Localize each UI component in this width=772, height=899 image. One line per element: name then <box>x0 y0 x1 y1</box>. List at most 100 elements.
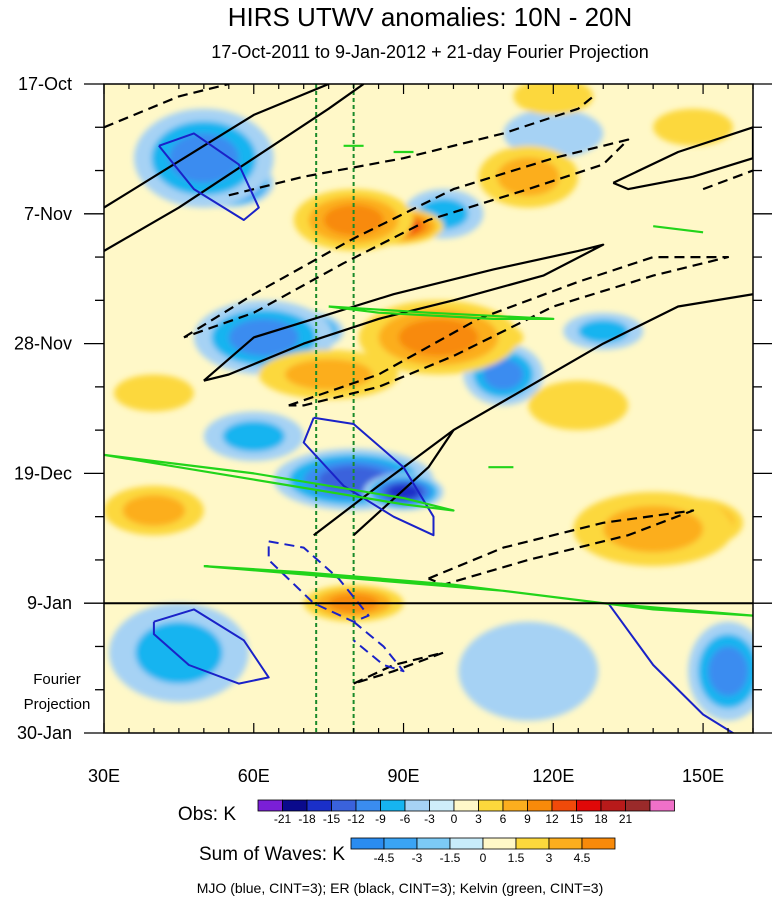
y-tick-label: 19-Dec <box>14 463 72 483</box>
obs-colorbar-level-label: -15 <box>323 812 341 826</box>
er-contour-5 <box>612 126 753 191</box>
waves-colorbar-swatch <box>515 837 550 850</box>
waves-colorbar-swatch <box>482 837 517 850</box>
y-tick-label: 28-Nov <box>14 334 72 354</box>
obs-colorbar-swatch <box>600 799 626 812</box>
obs-colorbar-level-label: 0 <box>451 812 458 826</box>
obs-colorbar-swatch <box>576 799 602 812</box>
obs-colorbar-swatch <box>282 799 308 812</box>
waves-colorbar-level-label: -4.5 <box>374 851 395 865</box>
kelvin-contour-1 <box>203 565 753 617</box>
waves-colorbar-level-label: 1.5 <box>508 851 525 865</box>
reference-lines <box>315 84 355 733</box>
anomaly-blob-22-level-1 <box>513 84 594 115</box>
obs-colorbar: -21 -18 -15 -12 -9 -6 -3 0 3 6 9 12 15 18 21 <box>257 799 675 826</box>
projection-label-line2: Projection <box>24 696 91 713</box>
obs-colorbar-swatch <box>380 799 406 812</box>
x-axis: 30E 60E 90E 120E 150E <box>88 84 754 786</box>
plot-area <box>104 84 753 733</box>
kelvin-contour-2 <box>328 305 555 320</box>
mjo-contour-1 <box>302 416 435 537</box>
waves-colorbar: -4.5 -3 -1.5 0 1.5 3 4.5 <box>350 837 616 865</box>
waves-colorbar-swatch <box>548 837 583 850</box>
obs-colorbar-swatch <box>478 799 504 812</box>
obs-colorbar-swatch <box>257 799 283 812</box>
obs-colorbar-level-label: -9 <box>375 812 386 826</box>
x-tick-label: 60E <box>238 766 270 786</box>
obs-colorbar-swatch <box>649 799 675 812</box>
er-contour-3 <box>313 293 753 537</box>
waves-colorbar-swatch <box>581 837 616 850</box>
x-tick-label: 150E <box>682 766 724 786</box>
waves-colorbar-swatch <box>416 837 451 850</box>
mjo-contour-2 <box>152 608 270 685</box>
anomaly-blob-26-level-1 <box>653 108 734 146</box>
er-contour-2 <box>203 243 605 382</box>
er-contour-1 <box>104 84 330 209</box>
y-axis: 17-Oct 7-Nov 28-Nov 19-Dec 9-Jan 30-Jan <box>14 74 772 743</box>
er-contour-6 <box>104 84 230 129</box>
anomaly-blob-25-level-2 <box>284 359 373 390</box>
er-contour-12 <box>353 651 445 685</box>
waves-colorbar-level-label: -3 <box>412 851 423 865</box>
anomaly-blob-27-level-1 <box>113 374 194 412</box>
anomaly-blob-11-level-1 <box>458 621 599 721</box>
anomaly-blob-1-level-3 <box>168 133 239 183</box>
obs-colorbar-swatch <box>453 799 479 812</box>
waves-colorbar-swatch <box>383 837 418 850</box>
obs-colorbar-swatch <box>502 799 528 812</box>
obs-colorbar-level-label: -21 <box>274 812 292 826</box>
waves-colorbar-level-label: 3 <box>546 851 553 865</box>
obs-colorbar-level-label: 9 <box>524 812 531 826</box>
y-tick-label: 17-Oct <box>18 74 72 94</box>
chart-title: HIRS UTWV anomalies: 10N - 20N <box>228 2 633 32</box>
footnote: MJO (blue, CINT=3); ER (black, CINT=3); … <box>197 880 604 896</box>
anomaly-blob-21-level-2 <box>497 157 560 197</box>
anomaly-blob-17-level-3 <box>398 318 479 356</box>
obs-colorbar-label: Obs: K <box>178 804 236 825</box>
obs-colorbar-level-label: 21 <box>619 812 633 826</box>
x-tick-label: 90E <box>388 766 420 786</box>
mjo-contour-4 <box>267 540 370 623</box>
anomaly-blob-24-level-1 <box>528 380 629 431</box>
kelvin-contour-0 <box>104 453 455 512</box>
mjo-contour-5 <box>352 620 405 673</box>
anomaly-field <box>104 84 753 721</box>
x-tick-label: 120E <box>532 766 574 786</box>
kelvin-contour-6 <box>653 225 704 234</box>
projection-label-line1: Fourier <box>33 671 81 688</box>
er-contour-10 <box>702 169 753 191</box>
x-tick-label: 30E <box>88 766 120 786</box>
obs-colorbar-swatch <box>429 799 455 812</box>
anomaly-blob-7-level-3 <box>483 359 524 390</box>
obs-colorbar-swatch <box>404 799 430 812</box>
obs-colorbar-level-label: 12 <box>545 812 559 826</box>
obs-colorbar-level-label: -6 <box>400 812 411 826</box>
anomaly-blob-23-level-2 <box>122 495 186 526</box>
y-tick-label: 9-Jan <box>27 593 72 613</box>
obs-colorbar-level-label: 6 <box>500 812 507 826</box>
obs-colorbar-swatch <box>625 799 651 812</box>
waves-colorbar-level-label: -1.5 <box>440 851 461 865</box>
anomaly-blob-9-level-2 <box>135 621 223 684</box>
obs-colorbar-level-label: 18 <box>594 812 608 826</box>
obs-colorbar-level-label: -3 <box>424 812 435 826</box>
waves-colorbar-swatch <box>449 837 484 850</box>
er-contour-4 <box>352 429 455 537</box>
obs-colorbar-level-label: 3 <box>475 812 482 826</box>
waves-colorbar-level-label: 4.5 <box>574 851 591 865</box>
waves-colorbar-swatch <box>350 837 385 850</box>
anomaly-blob-8-level-2 <box>578 319 629 343</box>
er-contour-8 <box>288 256 730 407</box>
obs-colorbar-swatch <box>551 799 577 812</box>
er-contour-0 <box>104 84 365 252</box>
mjo-contour-0 <box>158 132 260 221</box>
chart-subtitle: 17-Oct-2011 to 9-Jan-2012 + 21-day Fouri… <box>211 42 648 62</box>
anomaly-blob-10-level-3 <box>708 646 749 696</box>
y-tick-label: 30-Jan <box>17 723 72 743</box>
obs-colorbar-swatch <box>355 799 381 812</box>
obs-colorbar-level-label: 15 <box>570 812 584 826</box>
waves-colorbar-level-label: 0 <box>480 851 487 865</box>
obs-colorbar-swatch <box>331 799 357 812</box>
